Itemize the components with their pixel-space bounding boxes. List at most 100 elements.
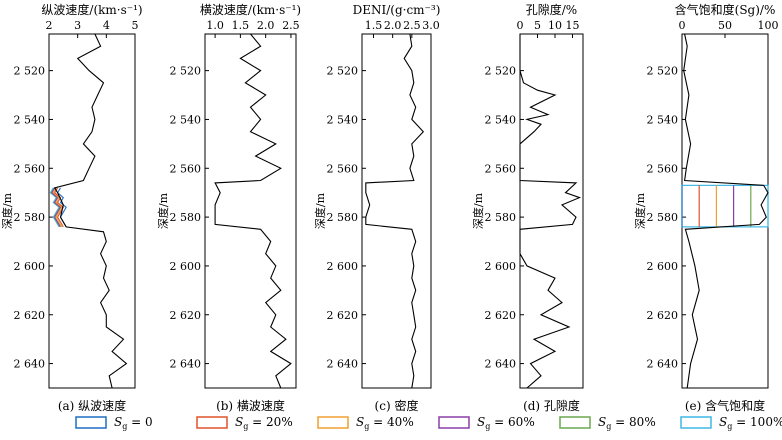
depth-tick-label: 2 620 bbox=[170, 309, 202, 322]
panel-caption: (b) 横波速度 bbox=[216, 398, 285, 413]
panel-2: DENI/(g·cm⁻³) 1.5 2.0 2.5 3.0 2 520 2 540 2 560… bbox=[313, 3, 440, 413]
legend-swatch bbox=[75, 416, 107, 429]
panel-3: 孔隙度/%0 5 10 15 2 520 2 540 2 560 2 580 2 600 2 62… bbox=[471, 2, 584, 413]
depth-tick-label: 2 640 bbox=[14, 358, 46, 371]
log-curve bbox=[683, 33, 769, 389]
panel-frame bbox=[519, 33, 584, 389]
x-tick-label: 2.5 bbox=[403, 19, 421, 32]
panel-caption: (c) 密度 bbox=[375, 398, 419, 413]
legend: Sg = 0 Sg = 20% Sg = 40% Sg = 60% Sg = 80% Sg… bbox=[75, 415, 782, 431]
panel-frame bbox=[204, 33, 297, 389]
legend-item: Sg = 100% bbox=[680, 415, 782, 431]
depth-axis-label: 深度/m bbox=[0, 192, 14, 229]
x-tick-label: 1.5 bbox=[365, 19, 383, 32]
legend-item: Sg = 20% bbox=[196, 415, 293, 431]
depth-axis-label: 深度/m bbox=[633, 192, 647, 229]
sg-series-40 bbox=[52, 187, 63, 228]
x-tick-label: 2.5 bbox=[282, 19, 300, 32]
x-tick-label: 2.0 bbox=[384, 19, 402, 32]
panel-caption: (d) 孔隙度 bbox=[523, 398, 580, 413]
panel-title: 孔隙度/% bbox=[526, 2, 577, 17]
panel-4: 含气饱和度(Sg)/% 0 50 100 2 520 2 540 2 560 2 580 2 6… bbox=[633, 2, 779, 413]
depth-tick-label: 2 560 bbox=[485, 162, 517, 175]
depth-tick-label: 2 560 bbox=[170, 162, 202, 175]
depth-tick-label: 2 620 bbox=[485, 309, 517, 322]
depth-tick-label: 2 540 bbox=[327, 113, 359, 126]
x-tick-label: 2 bbox=[46, 19, 53, 32]
x-tick-label: 0 bbox=[679, 19, 686, 32]
x-tick-label: 50 bbox=[718, 19, 732, 32]
depth-tick-label: 2 540 bbox=[485, 113, 517, 126]
depth-tick-label: 2 620 bbox=[647, 309, 679, 322]
legend-swatch bbox=[680, 416, 712, 429]
legend-label: Sg = 0 bbox=[114, 415, 153, 431]
depth-tick-label: 2 520 bbox=[647, 65, 679, 78]
x-tick-label: 10 bbox=[548, 19, 562, 32]
depth-tick-label: 2 600 bbox=[485, 260, 517, 273]
panel-title: DENI/(g·cm⁻³) bbox=[353, 3, 441, 17]
depth-tick-label: 2 560 bbox=[647, 162, 679, 175]
panel-frame bbox=[48, 33, 136, 389]
x-tick-label: 2.0 bbox=[257, 19, 275, 32]
panel-caption: (e) 含气饱和度 bbox=[685, 398, 765, 413]
x-tick-label: 100 bbox=[758, 19, 779, 32]
depth-tick-label: 2 520 bbox=[170, 65, 202, 78]
depth-tick-label: 2 580 bbox=[14, 211, 46, 224]
depth-tick-label: 2 560 bbox=[327, 162, 359, 175]
panel-title: 纵波速度/(km·s⁻¹) bbox=[41, 2, 142, 17]
panel-frame bbox=[681, 33, 769, 389]
x-tick-label: 1.5 bbox=[232, 19, 250, 32]
x-tick-label: 5 bbox=[132, 19, 139, 32]
x-tick-label: 15 bbox=[566, 19, 580, 32]
depth-axis-label: 深度/m bbox=[471, 192, 485, 229]
panel-frame bbox=[361, 33, 432, 389]
depth-tick-label: 2 600 bbox=[647, 260, 679, 273]
panel-caption: (a) 纵波速度 bbox=[58, 398, 126, 413]
legend-swatch bbox=[559, 416, 591, 429]
depth-tick-label: 2 520 bbox=[14, 65, 46, 78]
legend-label: Sg = 40% bbox=[356, 415, 414, 431]
depth-tick-label: 2 600 bbox=[170, 260, 202, 273]
depth-tick-label: 2 540 bbox=[14, 113, 46, 126]
depth-tick-label: 2 520 bbox=[327, 65, 359, 78]
log-curve bbox=[365, 33, 425, 389]
x-tick-label: 5 bbox=[534, 19, 541, 32]
legend-item: Sg = 80% bbox=[559, 415, 656, 431]
depth-tick-label: 2 580 bbox=[327, 211, 359, 224]
x-tick-label: 4 bbox=[103, 19, 110, 32]
panel-title: 横波速度/(km·s⁻¹) bbox=[200, 2, 301, 17]
panel-title: 含气饱和度(Sg)/% bbox=[675, 2, 776, 17]
depth-tick-label: 2 580 bbox=[170, 211, 202, 224]
depth-tick-label: 2 640 bbox=[327, 358, 359, 371]
depth-tick-label: 2 580 bbox=[485, 211, 517, 224]
legend-label: Sg = 20% bbox=[235, 415, 293, 431]
x-tick-label: 0 bbox=[517, 19, 524, 32]
log-curve bbox=[519, 34, 582, 389]
sg-series-100 bbox=[49, 187, 60, 228]
depth-tick-label: 2 620 bbox=[327, 309, 359, 322]
sg-series-60 bbox=[51, 187, 62, 228]
x-tick-label: 3 bbox=[74, 19, 81, 32]
depth-tick-label: 2 640 bbox=[485, 358, 517, 371]
log-curve bbox=[53, 33, 128, 389]
depth-tick-label: 2 640 bbox=[170, 358, 202, 371]
depth-axis-label: 深度/m bbox=[156, 192, 170, 229]
legend-item: Sg = 60% bbox=[438, 415, 535, 431]
depth-tick-label: 2 600 bbox=[327, 260, 359, 273]
legend-swatch bbox=[196, 416, 228, 429]
depth-tick-label: 2 520 bbox=[485, 65, 517, 78]
legend-item: Sg = 40% bbox=[317, 415, 414, 431]
panels: 纵波速度/(km·s⁻¹) 2 3 4 5 2 520 2 540 2 560 2 580 2 6… bbox=[0, 2, 779, 413]
depth-tick-label: 2 540 bbox=[170, 113, 202, 126]
depth-tick-label: 2 540 bbox=[647, 113, 679, 126]
x-tick-label: 3.0 bbox=[422, 19, 440, 32]
depth-tick-label: 2 600 bbox=[14, 260, 46, 273]
depth-tick-label: 2 640 bbox=[647, 358, 679, 371]
legend-label: Sg = 80% bbox=[598, 415, 656, 431]
depth-tick-label: 2 580 bbox=[647, 211, 679, 224]
depth-tick-label: 2 620 bbox=[14, 309, 46, 322]
log-curve bbox=[214, 33, 292, 389]
legend-label: Sg = 60% bbox=[477, 415, 535, 431]
depth-axis-label: 深度/m bbox=[313, 192, 327, 229]
